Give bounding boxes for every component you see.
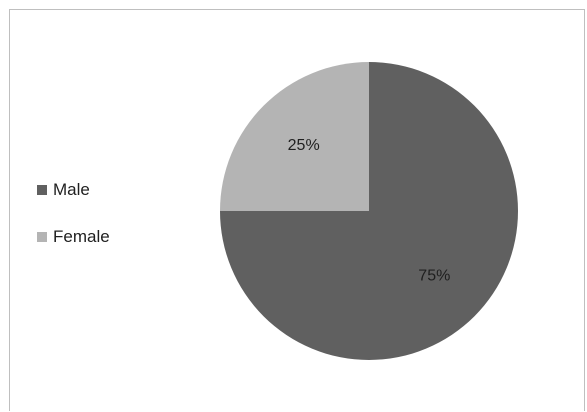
legend-item-female: Female	[37, 225, 110, 249]
legend-label-male: Male	[53, 180, 90, 199]
data-label-female: 25%	[288, 137, 320, 154]
pie-data-labels: 75% 25%	[288, 137, 451, 285]
legend-item-male: Male	[37, 178, 110, 202]
pie-chart: 75% 25%	[220, 62, 518, 360]
pie-slice-female	[220, 62, 369, 211]
data-label-male: 75%	[418, 268, 450, 285]
pie-slices	[220, 62, 518, 360]
chart-area: 75% 25% Male Female	[9, 9, 585, 411]
legend-swatch-male	[37, 185, 47, 195]
legend-label-female: Female	[53, 227, 110, 246]
legend-swatch-female	[37, 232, 47, 242]
chart-legend: Male Female	[37, 178, 110, 272]
